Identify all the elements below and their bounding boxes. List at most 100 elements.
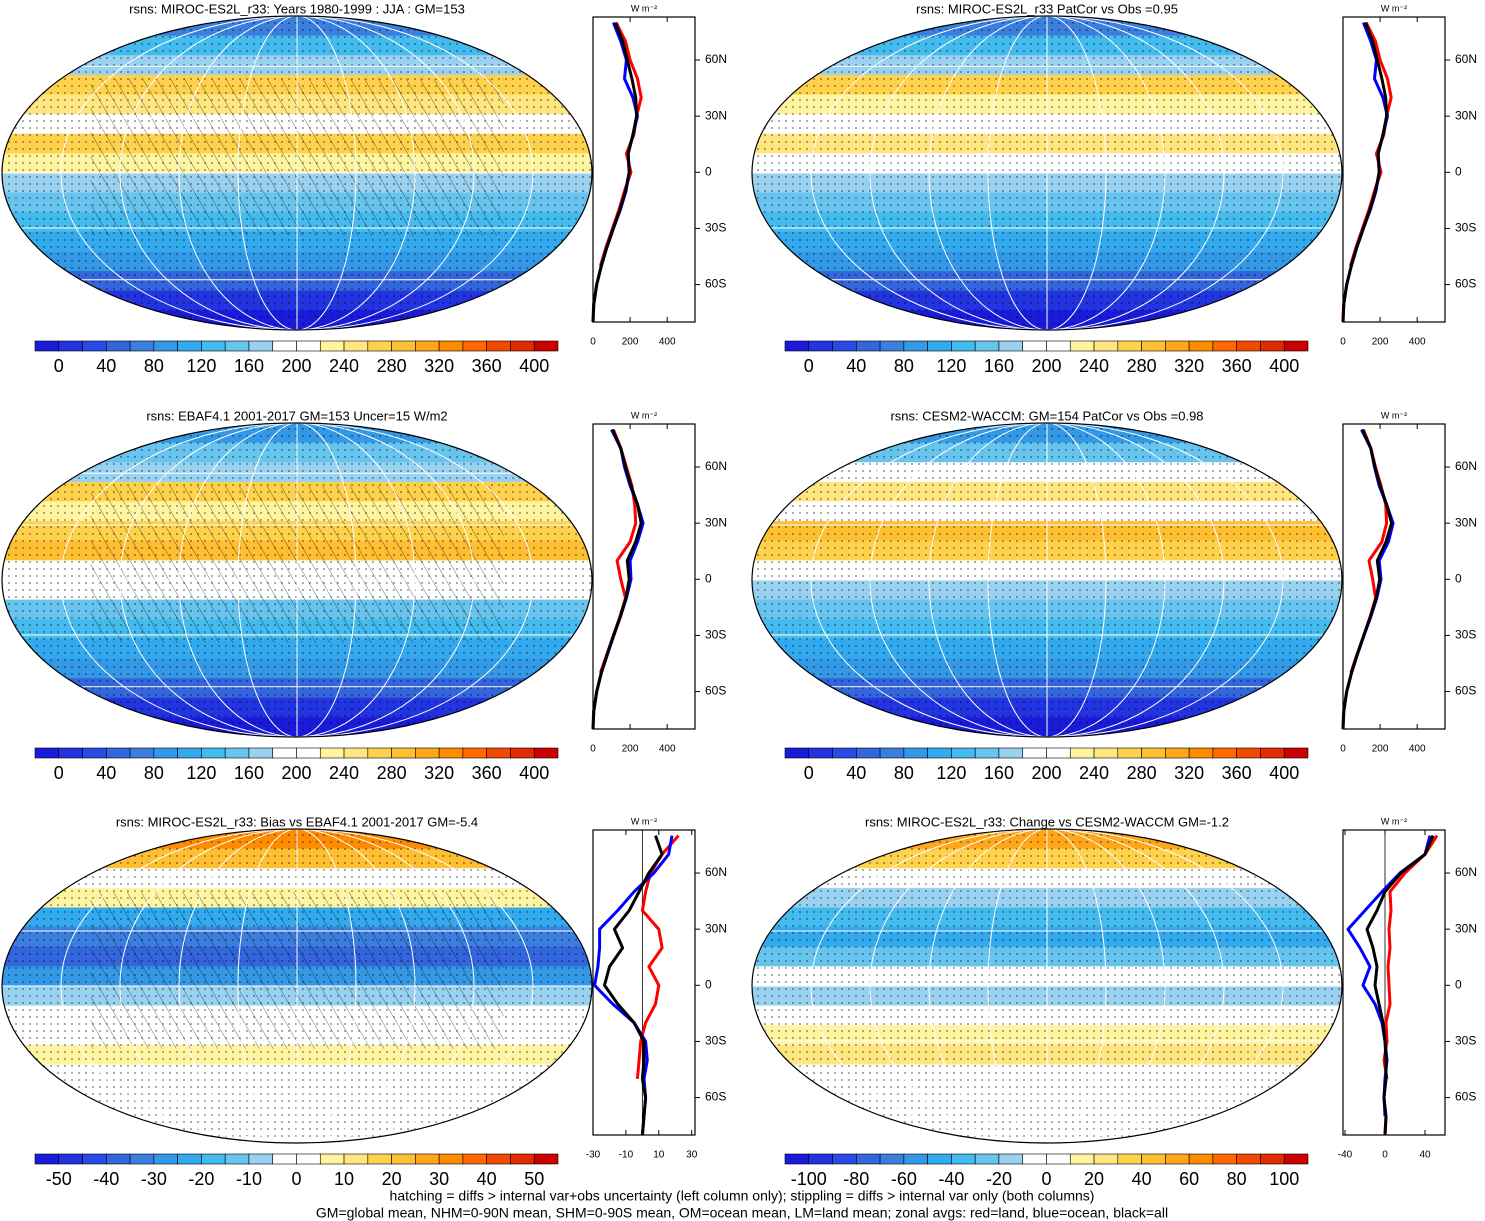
colorbar-box [903, 747, 928, 759]
x-tick-label: 200 [622, 337, 639, 348]
colorbar-tick-label: 0 [54, 356, 64, 376]
colorbar-box [1141, 340, 1166, 352]
y-tick-label: 30S [1455, 221, 1476, 235]
colorbar-box [1093, 1153, 1119, 1165]
colorbar-box [510, 1153, 535, 1165]
x-tick-label: 400 [1409, 744, 1426, 755]
colorbar-tick-label: 120 [936, 356, 966, 376]
colorbar-box [129, 747, 155, 759]
colorbar-tick-label: -50 [46, 1169, 72, 1189]
colorbar-box [153, 340, 178, 352]
x-tick-label: 400 [1409, 337, 1426, 348]
colorbar-box [319, 340, 345, 352]
colorbar-box [248, 1153, 274, 1165]
colorbar-tick-label: 320 [424, 356, 454, 376]
map [752, 423, 1342, 737]
x-tick-label: 0 [1340, 744, 1346, 755]
colorbar-box [1260, 1153, 1285, 1165]
colorbar-box [462, 747, 487, 759]
zonal-line [591, 428, 643, 730]
y-tick-label: 60S [1455, 1090, 1476, 1104]
colorbar-box [367, 1153, 392, 1165]
colorbar-tick-label: 240 [1079, 356, 1109, 376]
colorbar-tick-label: 200 [281, 356, 311, 376]
colorbar-box [998, 340, 1024, 352]
colorbar-box [974, 747, 1000, 759]
y-tick-label: 0 [1455, 977, 1462, 991]
colorbar-tick-label: 400 [519, 763, 549, 783]
colorbar-tick-label: 360 [1222, 356, 1252, 376]
y-tick-label: 0 [1455, 571, 1462, 585]
x-tick-label: -40 [1338, 1150, 1353, 1161]
colorbar-box [224, 1153, 250, 1165]
y-tick-label: 60S [705, 277, 726, 291]
colorbar-tick-label: 280 [1127, 356, 1157, 376]
colorbar-box [784, 747, 810, 759]
x-tick-label: 0 [1382, 1150, 1388, 1161]
profile-frame [1342, 16, 1446, 323]
colorbar-box [224, 340, 250, 352]
map [2, 829, 592, 1143]
colorbar-box [391, 747, 416, 759]
units-label: W m⁻² [1381, 816, 1407, 826]
colorbar-box [879, 747, 905, 759]
colorbar-box [927, 1153, 952, 1165]
units-label: W m⁻² [1381, 3, 1407, 13]
colorbar-box [856, 747, 881, 759]
colorbar-tick-label: 320 [424, 763, 454, 783]
colorbar-box [1093, 747, 1119, 759]
colorbar-box [832, 747, 857, 759]
map-outline [1, 828, 593, 1144]
colorbar-box [272, 747, 297, 759]
y-tick-label: 60N [1455, 459, 1477, 473]
panel: rsns: MIROC-ES2L_r33: Bias vs EBAF4.1 20… [1, 814, 727, 1189]
profile-frame [1342, 829, 1446, 1136]
colorbar-box [153, 747, 178, 759]
map-outline [751, 15, 1343, 331]
colorbar-box [1117, 1153, 1142, 1165]
zonal-line [1341, 428, 1394, 730]
map-outline [751, 422, 1343, 738]
colorbar-box [58, 747, 83, 759]
colorbar-box [367, 340, 392, 352]
colorbar-box [974, 1153, 1000, 1165]
x-tick-label: 30 [686, 1150, 698, 1161]
y-tick-label: 60S [1455, 684, 1476, 698]
colorbar-box [951, 340, 976, 352]
colorbar-box [319, 1153, 345, 1165]
colorbar-tick-label: 0 [54, 763, 64, 783]
panel-title: rsns: MIROC-ES2L_r33: Change vs CESM2-WA… [865, 814, 1229, 829]
panel: rsns: EBAF4.1 2001-2017 GM=153 Uncer=15 … [1, 408, 727, 783]
colorbar-box [34, 340, 60, 352]
panel: rsns: CESM2-WACCM: GM=154 PatCor vs Obs … [751, 408, 1477, 783]
colorbar-box [808, 340, 833, 352]
colorbar-box [1188, 1153, 1214, 1165]
colorbar-tick-label: 80 [894, 356, 914, 376]
x-tick-label: 0 [590, 744, 596, 755]
colorbar-box [1212, 1153, 1237, 1165]
colorbar-box [1165, 747, 1190, 759]
colorbar-tick-label: 320 [1174, 763, 1204, 783]
colorbar-box [343, 340, 369, 352]
colorbar-tick-label: 60 [1179, 1169, 1199, 1189]
colorbar-tick-label: 40 [477, 1169, 497, 1189]
colorbar-box [415, 340, 440, 352]
colorbar-box [533, 747, 559, 759]
y-tick-label: 30N [705, 515, 727, 529]
colorbar-box [1141, 1153, 1166, 1165]
colorbar-tick-label: -30 [141, 1169, 167, 1189]
colorbar-box [201, 1153, 226, 1165]
colorbar-tick-label: 0 [804, 763, 814, 783]
colorbar-box [1236, 340, 1261, 352]
colorbar-box [1046, 340, 1071, 352]
colorbar-tick-label: -80 [843, 1169, 869, 1189]
panel-title: rsns: MIROC-ES2L_r33: Years 1980-1999 : … [129, 1, 465, 16]
panel-title: rsns: MIROC-ES2L_r33: Bias vs EBAF4.1 20… [116, 814, 478, 829]
colorbar-box [927, 340, 952, 352]
units-label: W m⁻² [631, 3, 657, 13]
colorbar-tick-label: 80 [894, 763, 914, 783]
x-tick-label: -30 [586, 1150, 601, 1161]
y-tick-label: 30S [705, 1034, 726, 1048]
x-tick-label: 400 [659, 337, 676, 348]
colorbar-box [1022, 747, 1047, 759]
